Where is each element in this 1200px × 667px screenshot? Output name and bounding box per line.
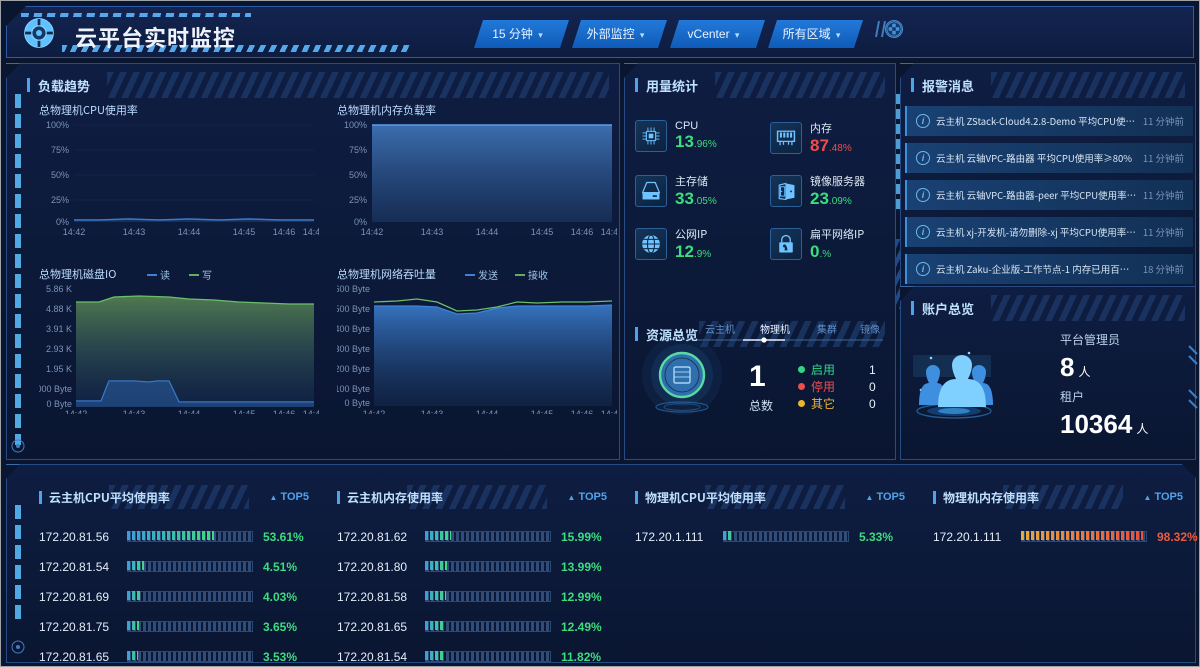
svg-text:14:47: 14:47: [303, 227, 319, 237]
svg-text:50%: 50%: [349, 170, 367, 180]
svg-text:14:44: 14:44: [178, 227, 201, 237]
svg-text:14:45: 14:45: [531, 409, 554, 414]
svg-text:14:46: 14:46: [273, 227, 296, 237]
svg-text:14:44: 14:44: [476, 227, 499, 237]
svg-text:14:46: 14:46: [273, 409, 296, 414]
svg-text:14:47: 14:47: [303, 409, 319, 414]
svg-text:14:42: 14:42: [63, 227, 86, 237]
svg-text:600 Byte: 600 Byte: [337, 284, 370, 294]
svg-text:25%: 25%: [349, 195, 367, 205]
svg-text:300 Byte: 300 Byte: [337, 344, 370, 354]
svg-text:物理机: 物理机: [760, 321, 790, 336]
svg-text:14:46: 14:46: [571, 227, 594, 237]
svg-text:3.91 K: 3.91 K: [46, 324, 72, 334]
svg-text:0 Byte: 0 Byte: [344, 398, 370, 408]
svg-text:14:46: 14:46: [571, 409, 594, 414]
svg-text:14:47: 14:47: [601, 409, 617, 414]
svg-text:14:43: 14:43: [123, 409, 146, 414]
svg-text:14:43: 14:43: [421, 409, 444, 414]
svg-text:14:45: 14:45: [233, 227, 256, 237]
svg-text:400 Byte: 400 Byte: [337, 324, 370, 334]
svg-text:75%: 75%: [349, 145, 367, 155]
svg-text:14:45: 14:45: [531, 227, 554, 237]
svg-text:25%: 25%: [51, 195, 69, 205]
svg-text:500 Byte: 500 Byte: [337, 304, 370, 314]
svg-text:100%: 100%: [46, 120, 69, 130]
svg-text:14:43: 14:43: [421, 227, 444, 237]
svg-text:4.88 K: 4.88 K: [46, 304, 72, 314]
svg-text:1000 Byte: 1000 Byte: [39, 384, 72, 394]
svg-text:云主机: 云主机: [705, 321, 735, 336]
svg-text:0 Byte: 0 Byte: [46, 399, 72, 409]
svg-text:0%: 0%: [354, 217, 367, 227]
svg-text:14:47: 14:47: [601, 227, 617, 237]
svg-text:0%: 0%: [56, 217, 69, 227]
svg-text:镜像: 镜像: [860, 321, 880, 336]
svg-text:14:42: 14:42: [65, 409, 88, 414]
svg-text:14:42: 14:42: [361, 227, 384, 237]
svg-text:2.93 K: 2.93 K: [46, 344, 72, 354]
svg-text:200 Byte: 200 Byte: [337, 364, 370, 374]
svg-text:14:44: 14:44: [476, 409, 499, 414]
svg-text:14:42: 14:42: [363, 409, 386, 414]
svg-text:集群: 集群: [817, 321, 837, 336]
svg-text:14:44: 14:44: [178, 409, 201, 414]
svg-text:14:45: 14:45: [233, 409, 256, 414]
svg-text:75%: 75%: [51, 145, 69, 155]
svg-text:14:43: 14:43: [123, 227, 146, 237]
svg-text:100%: 100%: [344, 120, 367, 130]
svg-text:50%: 50%: [51, 170, 69, 180]
svg-text:5.86 K: 5.86 K: [46, 284, 72, 294]
svg-text:1.95 K: 1.95 K: [46, 364, 72, 374]
svg-text:100 Byte: 100 Byte: [337, 384, 370, 394]
